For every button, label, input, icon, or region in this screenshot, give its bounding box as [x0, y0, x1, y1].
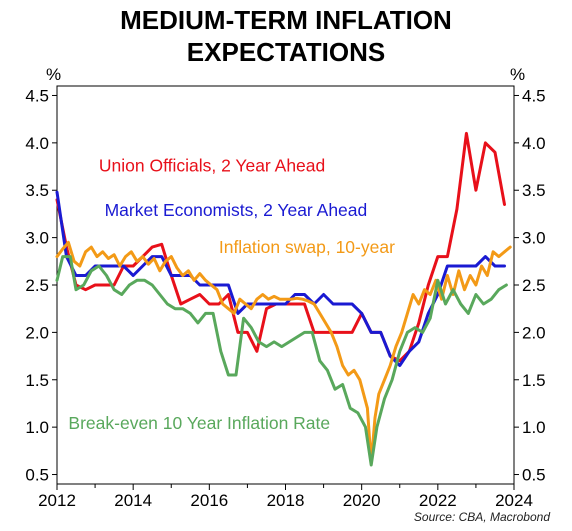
y-unit-left: % — [46, 65, 61, 84]
chart-title-line2: EXPECTATIONS — [186, 37, 386, 67]
chart-series — [55, 131, 512, 467]
y-tick-label-right: 1.0 — [522, 418, 546, 437]
y-tick-label-left: 3.5 — [25, 181, 49, 200]
series-label-1: Union Officials, 2 Year Ahead — [99, 155, 325, 175]
y-tick-label-right: 4.0 — [522, 134, 546, 153]
x-tick-label: 2012 — [38, 491, 76, 510]
y-tick-label-left: 1.5 — [25, 371, 49, 390]
source-note: Source: CBA, Macrobond — [413, 510, 550, 524]
series-label-4: Break-even 10 Year Inflation Rate — [68, 413, 330, 433]
series-line-3 — [55, 240, 512, 465]
y-tick-label-left: 4.0 — [25, 134, 49, 153]
series-line-4 — [55, 255, 508, 467]
y-tick-label-left: 3.0 — [25, 229, 49, 248]
series-label-2: Market Economists, 2 Year Ahead — [105, 200, 368, 220]
series-line-2 — [55, 190, 506, 367]
y-tick-label-left: 2.0 — [25, 323, 49, 342]
x-tick-label: 2022 — [419, 491, 457, 510]
chart-series-labels: Union Officials, 2 Year Ahead Market Econ… — [68, 155, 395, 433]
y-tick-label-left: 1.0 — [25, 418, 49, 437]
x-tick-label: 2024 — [495, 491, 533, 510]
y-tick-label-right: 4.5 — [522, 86, 546, 105]
y-tick-label-left: 0.5 — [25, 466, 49, 485]
x-tick-label: 2014 — [114, 491, 152, 510]
y-tick-label-right: 2.0 — [522, 323, 546, 342]
x-tick-label: 2018 — [267, 491, 305, 510]
series-label-3: Inflation swap, 10-year — [219, 237, 395, 257]
chart-title-line1: MEDIUM-TERM INFLATION — [120, 5, 452, 35]
y-unit-right: % — [510, 65, 525, 84]
x-tick-label: 2020 — [343, 491, 381, 510]
chart-axes: 0.5 0.5 1.0 1.0 1.5 1.5 2.0 2.0 2.5 2.5 3.0 3.0 3.5 3… — [25, 65, 545, 510]
y-tick-label-right: 0.5 — [522, 466, 546, 485]
y-tick-label-right: 3.5 — [522, 181, 546, 200]
y-tick-label-left: 4.5 — [25, 86, 49, 105]
y-tick-label-right: 1.5 — [522, 371, 546, 390]
y-tick-label-left: 2.5 — [25, 276, 49, 295]
y-tick-label-right: 3.0 — [522, 229, 546, 248]
y-tick-label-right: 2.5 — [522, 276, 546, 295]
x-tick-label: 2016 — [190, 491, 228, 510]
